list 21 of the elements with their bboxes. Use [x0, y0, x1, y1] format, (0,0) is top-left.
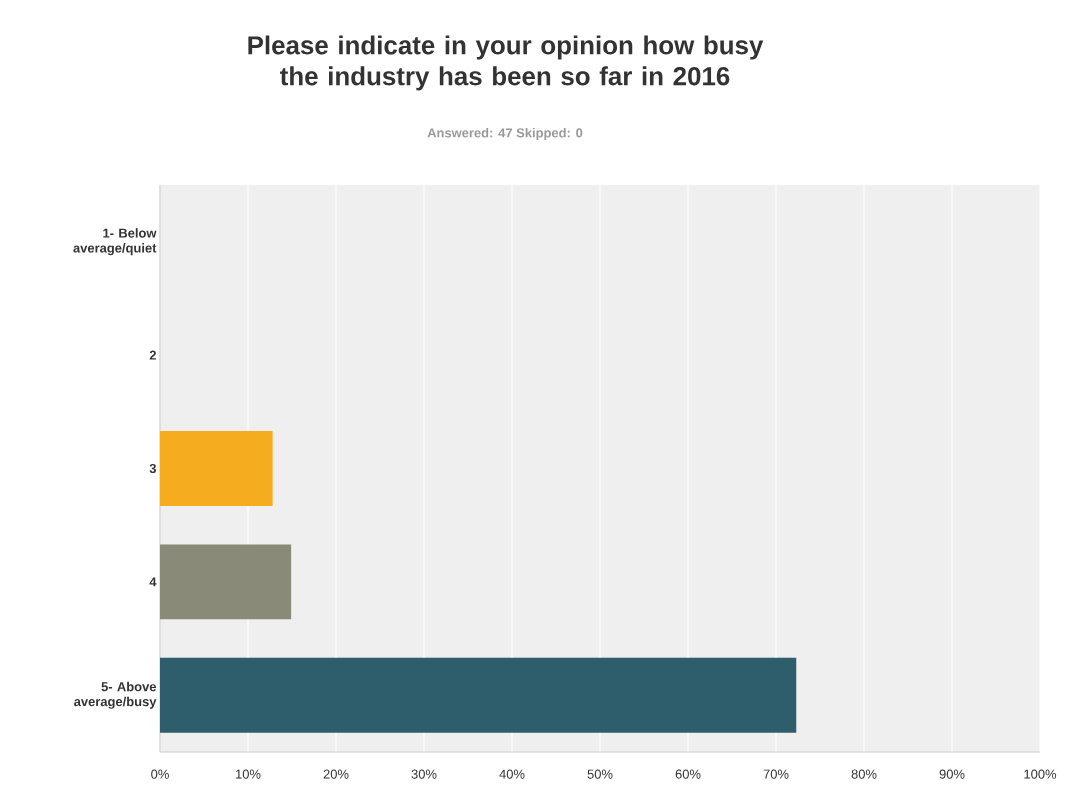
x-tick-label: 0%	[151, 769, 169, 779]
x-tick-label: 70%	[763, 769, 789, 779]
y-tick-label: 1- Below average/quiet	[73, 228, 157, 256]
y-tick-label: 5- Above average/busy	[74, 681, 157, 709]
y-tick-label: 4	[149, 577, 157, 587]
bar	[160, 431, 273, 506]
x-tick-label: 40%	[499, 769, 525, 779]
x-tick-label: 50%	[587, 769, 613, 779]
x-tick-label: 30%	[411, 769, 437, 779]
chart-title: Please indicate in your opinion how busy the industry has been so far in 2016	[248, 35, 764, 91]
x-tick-label: 60%	[675, 769, 701, 779]
x-tick-label: 100%	[1024, 769, 1057, 779]
bar	[160, 657, 797, 733]
x-tick-label: 90%	[939, 769, 965, 779]
x-tick-label: 10%	[236, 769, 261, 779]
x-tick-label: 20%	[323, 769, 349, 779]
y-tick-label: 3	[149, 463, 157, 474]
chart-subtitle: Answered: 47 Skipped: 0	[427, 127, 583, 141]
x-tick-label: 80%	[851, 769, 877, 779]
y-tick-label: 2	[149, 350, 156, 360]
bar	[160, 544, 292, 620]
